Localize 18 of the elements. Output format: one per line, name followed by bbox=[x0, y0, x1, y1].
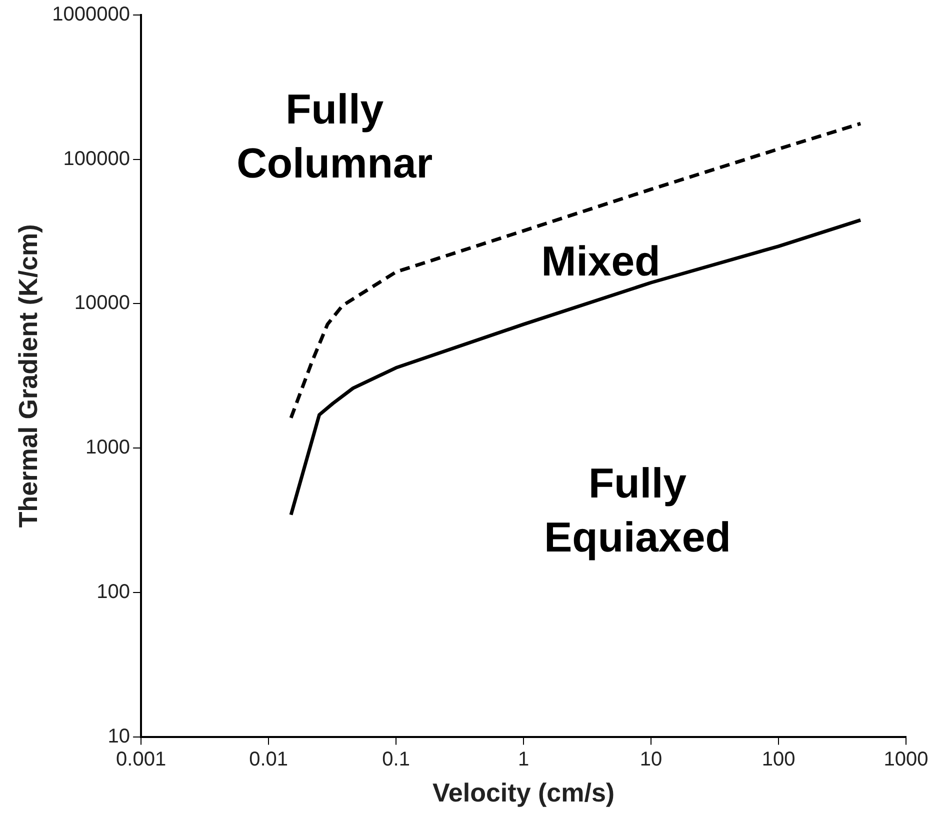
y-tick-label: 10 bbox=[108, 725, 130, 748]
y-tick-label: 1000000 bbox=[52, 4, 130, 26]
x-tick-label: 1 bbox=[518, 748, 530, 770]
y-axis-title: Thermal Gradient (K/cm) bbox=[12, 224, 43, 528]
x-axis-title: Velocity (cm/s) bbox=[432, 778, 615, 808]
annotation: Mixed bbox=[541, 238, 660, 285]
x-tick-label: 100 bbox=[762, 748, 796, 770]
y-tick-label: 1000 bbox=[86, 436, 130, 459]
x-tick-label: 0.01 bbox=[249, 748, 288, 770]
y-tick-label: 100000 bbox=[63, 148, 130, 170]
annotation: Fully Columnar bbox=[236, 86, 433, 187]
y-tick-label: 100 bbox=[96, 580, 130, 603]
annotation: Fully Equiaxed bbox=[544, 460, 731, 561]
x-tick-label: 1000 bbox=[884, 748, 928, 770]
x-tick-label: 0.1 bbox=[382, 748, 410, 770]
x-tick-label: 10 bbox=[640, 748, 662, 770]
x-tick-label: 0.001 bbox=[116, 748, 166, 770]
y-tick-label: 10000 bbox=[74, 292, 130, 314]
